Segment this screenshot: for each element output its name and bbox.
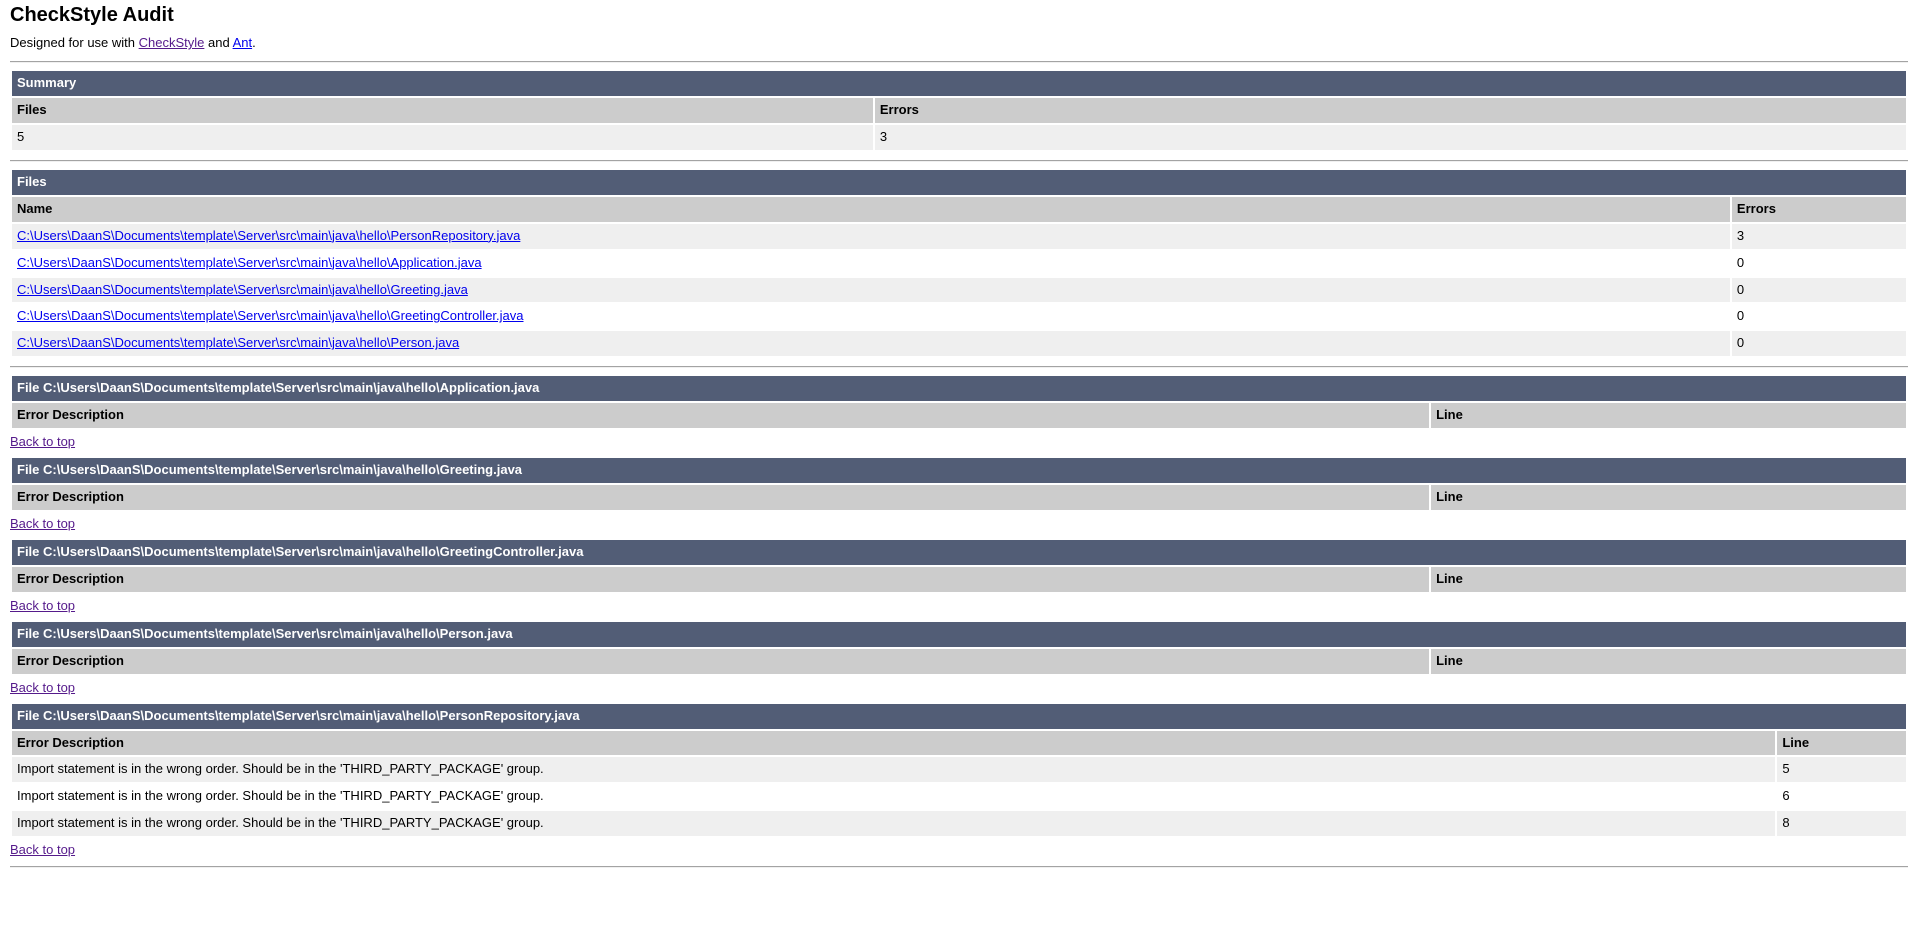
back-to-top: Back to top [10, 679, 1908, 696]
error-description: Import statement is in the wrong order. … [12, 811, 1776, 837]
error-description-col: Error Description [12, 648, 1430, 674]
files-section-title: Files [12, 169, 1906, 195]
line-col: Line [1431, 403, 1906, 429]
summary-table: Files Errors 5 3 [10, 96, 1908, 152]
files-col-name: Name [12, 196, 1730, 222]
file-section: File C:\Users\DaanS\Documents\template\S… [10, 458, 1908, 532]
file-errors-table: Error Description Line [10, 483, 1908, 512]
subtitle-text: . [252, 35, 256, 50]
file-errors-table: Error Description Line [10, 565, 1908, 594]
summary-values-row: 5 3 [12, 124, 1906, 150]
error-description-col: Error Description [12, 403, 1430, 429]
file-link[interactable]: C:\Users\DaanS\Documents\template\Server… [17, 308, 524, 324]
files-table-body: C:\Users\DaanS\Documents\template\Server… [12, 223, 1906, 357]
file-errors-count: 0 [1731, 277, 1906, 303]
file-link[interactable]: C:\Users\DaanS\Documents\template\Server… [17, 281, 468, 297]
table-row: C:\Users\DaanS\Documents\template\Server… [12, 304, 1906, 330]
file-errors-header-row: Error Description Line [12, 403, 1906, 429]
file-section-title: File C:\Users\DaanS\Documents\template\S… [12, 539, 1906, 565]
summary-col-errors: Errors [874, 97, 1906, 123]
error-description-col: Error Description [12, 485, 1430, 510]
error-line: 6 [1777, 784, 1906, 810]
file-section-title: File C:\Users\DaanS\Documents\template\S… [12, 621, 1906, 647]
file-errors-count: 0 [1731, 304, 1906, 330]
table-row: C:\Users\DaanS\Documents\template\Server… [12, 223, 1906, 249]
error-row: Import statement is in the wrong order. … [12, 757, 1906, 783]
subtitle-text: and [204, 35, 233, 50]
checkstyle-link[interactable]: CheckStyle [138, 35, 205, 50]
back-to-top: Back to top [10, 516, 1908, 532]
table-row: C:\Users\DaanS\Documents\template\Server… [12, 250, 1906, 276]
subtitle-text: Designed for use with [10, 35, 139, 50]
file-section: File C:\Users\DaanS\Documents\template\S… [10, 621, 1908, 696]
back-to-top: Back to top [10, 434, 1908, 450]
file-errors-table: Error Description Line [10, 647, 1908, 676]
back-to-top-link[interactable]: Back to top [10, 434, 76, 450]
file-errors-count: 0 [1731, 250, 1906, 276]
file-section-title: File C:\Users\DaanS\Documents\template\S… [12, 458, 1906, 484]
divider [10, 366, 1908, 369]
divider [10, 866, 1908, 869]
checkstyle-report-page: CheckStyle Audit Designed for use with C… [10, 4, 1908, 869]
ant-link[interactable]: Ant [232, 35, 253, 50]
page-title: CheckStyle Audit [10, 4, 174, 26]
error-line: 8 [1777, 811, 1906, 837]
back-to-top: Back to top [10, 842, 1908, 858]
error-description-col: Error Description [12, 730, 1776, 756]
files-col-errors: Errors [1731, 196, 1906, 222]
file-errors-body: Import statement is in the wrong order. … [12, 757, 1906, 837]
files-table: Name Errors C:\Users\DaanS\Documents\tem… [10, 195, 1908, 359]
file-section: File C:\Users\DaanS\Documents\template\S… [10, 376, 1908, 450]
back-to-top: Back to top [10, 597, 1908, 614]
file-link[interactable]: C:\Users\DaanS\Documents\template\Server… [17, 254, 482, 270]
line-col: Line [1431, 648, 1906, 674]
summary-errors-count: 3 [874, 124, 1906, 150]
file-section: File C:\Users\DaanS\Documents\template\S… [10, 703, 1908, 859]
error-row: Import statement is in the wrong order. … [12, 811, 1906, 837]
divider [10, 159, 1908, 162]
error-line: 5 [1777, 757, 1906, 783]
back-to-top-link[interactable]: Back to top [10, 597, 76, 613]
error-row: Import statement is in the wrong order. … [12, 784, 1906, 810]
file-errors-header-row: Error Description Line [12, 485, 1906, 510]
summary-section-title: Summary [12, 70, 1906, 96]
files-header-row: Name Errors [12, 196, 1906, 222]
subtitle: Designed for use with CheckStyle and Ant… [10, 35, 1908, 51]
back-to-top-link[interactable]: Back to top [10, 842, 76, 858]
summary-files-count: 5 [12, 124, 873, 150]
summary-header-row: Files Errors [12, 97, 1906, 123]
back-to-top-link[interactable]: Back to top [10, 679, 76, 695]
line-col: Line [1431, 485, 1906, 510]
file-link[interactable]: C:\Users\DaanS\Documents\template\Server… [17, 227, 521, 243]
file-section: File C:\Users\DaanS\Documents\template\S… [10, 539, 1908, 614]
file-section-title: File C:\Users\DaanS\Documents\template\S… [12, 376, 1906, 402]
file-errors-table: Error Description Line [10, 401, 1908, 430]
file-errors-table: Error Description Line Import statement … [10, 729, 1908, 839]
table-row: C:\Users\DaanS\Documents\template\Server… [12, 277, 1906, 303]
error-description-col: Error Description [12, 566, 1430, 592]
file-link[interactable]: C:\Users\DaanS\Documents\template\Server… [17, 335, 460, 351]
file-errors-header-row: Error Description Line [12, 730, 1906, 756]
error-description: Import statement is in the wrong order. … [12, 757, 1776, 783]
file-errors-count: 3 [1731, 223, 1906, 249]
file-errors-header-row: Error Description Line [12, 566, 1906, 592]
file-section-title: File C:\Users\DaanS\Documents\template\S… [12, 703, 1906, 729]
divider [10, 60, 1908, 63]
file-errors-header-row: Error Description Line [12, 648, 1906, 674]
back-to-top-link[interactable]: Back to top [10, 516, 76, 531]
summary-col-files: Files [12, 97, 873, 123]
line-col: Line [1431, 566, 1906, 592]
file-errors-count: 0 [1731, 331, 1906, 357]
error-description: Import statement is in the wrong order. … [12, 784, 1776, 810]
table-row: C:\Users\DaanS\Documents\template\Server… [12, 331, 1906, 357]
line-col: Line [1777, 730, 1906, 756]
file-sections: File C:\Users\DaanS\Documents\template\S… [10, 376, 1908, 858]
